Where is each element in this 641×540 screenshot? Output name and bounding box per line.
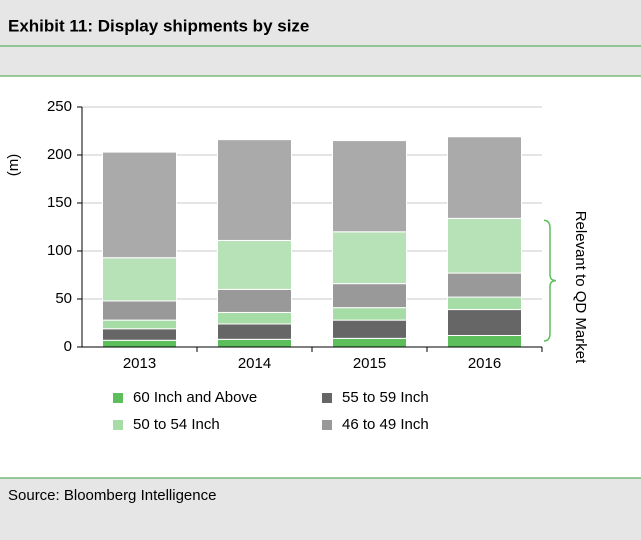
y-tick-label: 100 <box>47 242 72 259</box>
bar-segment <box>102 300 177 321</box>
bar-segment <box>447 136 522 219</box>
bar-segment <box>102 328 177 341</box>
y-tick-label: 50 <box>55 290 72 307</box>
bar-segment <box>102 151 177 259</box>
bar-segment <box>217 323 292 340</box>
bar-segment <box>447 296 522 311</box>
bar-segment <box>447 309 522 336</box>
bar-segment <box>102 319 177 330</box>
bar-segment <box>102 257 177 302</box>
header-band <box>0 0 641 76</box>
legend-label: 46 to 49 Inch <box>342 416 429 433</box>
bar-segment <box>332 307 407 321</box>
legend-label: 60 Inch and Above <box>133 389 257 406</box>
y-axis-label: (m) <box>5 154 22 177</box>
legend-swatch <box>113 420 123 430</box>
bar-segment <box>102 339 177 348</box>
bar-segment <box>447 272 522 298</box>
legend-swatch <box>322 393 332 403</box>
bar-segment <box>217 338 292 348</box>
chart-title: Exhibit 11: Display shipments by size <box>8 16 309 35</box>
x-tick-label: 2016 <box>468 355 501 372</box>
bar-segment <box>332 283 407 309</box>
bar-segment <box>217 239 292 290</box>
legend-swatch <box>113 393 123 403</box>
bar-segment <box>447 334 522 348</box>
annotation: Relevant to QD Market <box>572 211 589 364</box>
bar-segment <box>332 231 407 285</box>
y-tick-label: 150 <box>47 194 72 211</box>
legend-swatch <box>322 420 332 430</box>
bar-segment <box>332 140 407 233</box>
bracket <box>543 219 557 342</box>
bar-segment <box>332 337 407 348</box>
footer-band <box>0 478 641 540</box>
bar-segment <box>447 217 522 274</box>
bar-segment <box>332 319 407 339</box>
x-tick-label: 2015 <box>353 355 386 372</box>
legend-label: 55 to 59 Inch <box>342 389 429 406</box>
bar-segment <box>217 139 292 241</box>
y-tick-label: 200 <box>47 146 72 163</box>
source: Source: Bloomberg Intelligence <box>8 487 216 504</box>
bar-segment <box>217 288 292 313</box>
x-tick-label: 2014 <box>238 355 271 372</box>
y-tick-label: 0 <box>64 338 72 355</box>
bar-segment <box>217 311 292 325</box>
y-tick-label: 250 <box>47 98 72 115</box>
x-tick-label: 2013 <box>123 355 156 372</box>
legend-label: 50 to 54 Inch <box>133 416 220 433</box>
